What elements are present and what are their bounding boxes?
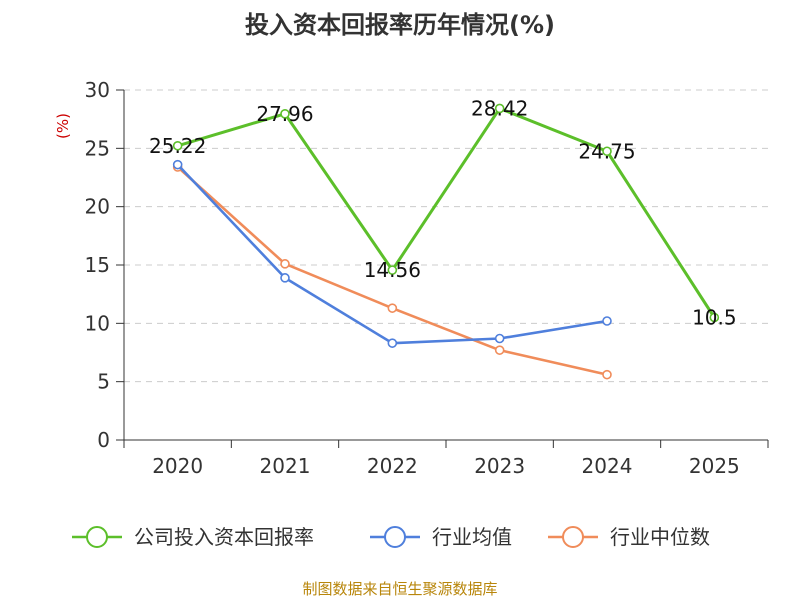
data-label: 27.96 — [256, 102, 313, 126]
data-point — [494, 345, 505, 355]
x-tick-label: 2021 — [260, 454, 311, 478]
data-label: 24.75 — [578, 139, 635, 163]
y-tick-label: 20 — [85, 195, 110, 219]
legend-marker — [562, 526, 584, 548]
data-point — [709, 312, 720, 323]
series-line — [177, 106, 716, 319]
x-tick-label: 2025 — [689, 454, 740, 478]
data-label: 10.5 — [692, 306, 737, 330]
x-tick-label: 2020 — [152, 454, 203, 478]
y-tick-label: 10 — [85, 311, 110, 335]
y-axis-unit-label: (%) — [54, 113, 72, 139]
legend-marker — [384, 526, 406, 548]
x-tick-label: 2022 — [367, 454, 418, 478]
data-point — [280, 109, 290, 119]
data-label: 28.42 — [471, 96, 528, 120]
chart-title: 投入资本回报率历年情况(%) — [245, 11, 555, 39]
data-point — [494, 333, 505, 344]
y-tick-label: 30 — [85, 78, 110, 102]
data-point — [387, 338, 398, 348]
series-line — [176, 163, 608, 345]
y-tick-label: 25 — [85, 136, 110, 160]
legend: 公司投入资本回报率 行业均值 行业中位数 — [72, 525, 710, 549]
y-tick-label: 5 — [97, 370, 110, 394]
legend-marker — [86, 526, 108, 548]
data-point — [494, 103, 505, 114]
x-tick-label: 2023 — [474, 454, 525, 478]
legend-label: 行业中位数 — [610, 525, 710, 549]
x-tick-label: 2024 — [582, 454, 633, 478]
source-note: 制图数据来自恒生聚源数据库 — [302, 580, 497, 598]
data-label: 25.22 — [149, 134, 206, 158]
y-tick-label: 15 — [85, 253, 110, 277]
data-point — [280, 259, 290, 269]
data-point — [602, 146, 612, 157]
legend-label: 公司投入资本回报率 — [134, 525, 314, 549]
legend-label: 行业均值 — [432, 525, 512, 549]
data-point — [602, 316, 612, 326]
data-point — [172, 159, 183, 170]
data-point — [172, 140, 183, 151]
data-point — [387, 265, 398, 275]
data-point — [602, 369, 612, 380]
data-point — [280, 273, 290, 283]
y-tick-label: 0 — [97, 428, 110, 452]
data-point — [387, 303, 398, 313]
data-label: 14.56 — [364, 258, 421, 282]
